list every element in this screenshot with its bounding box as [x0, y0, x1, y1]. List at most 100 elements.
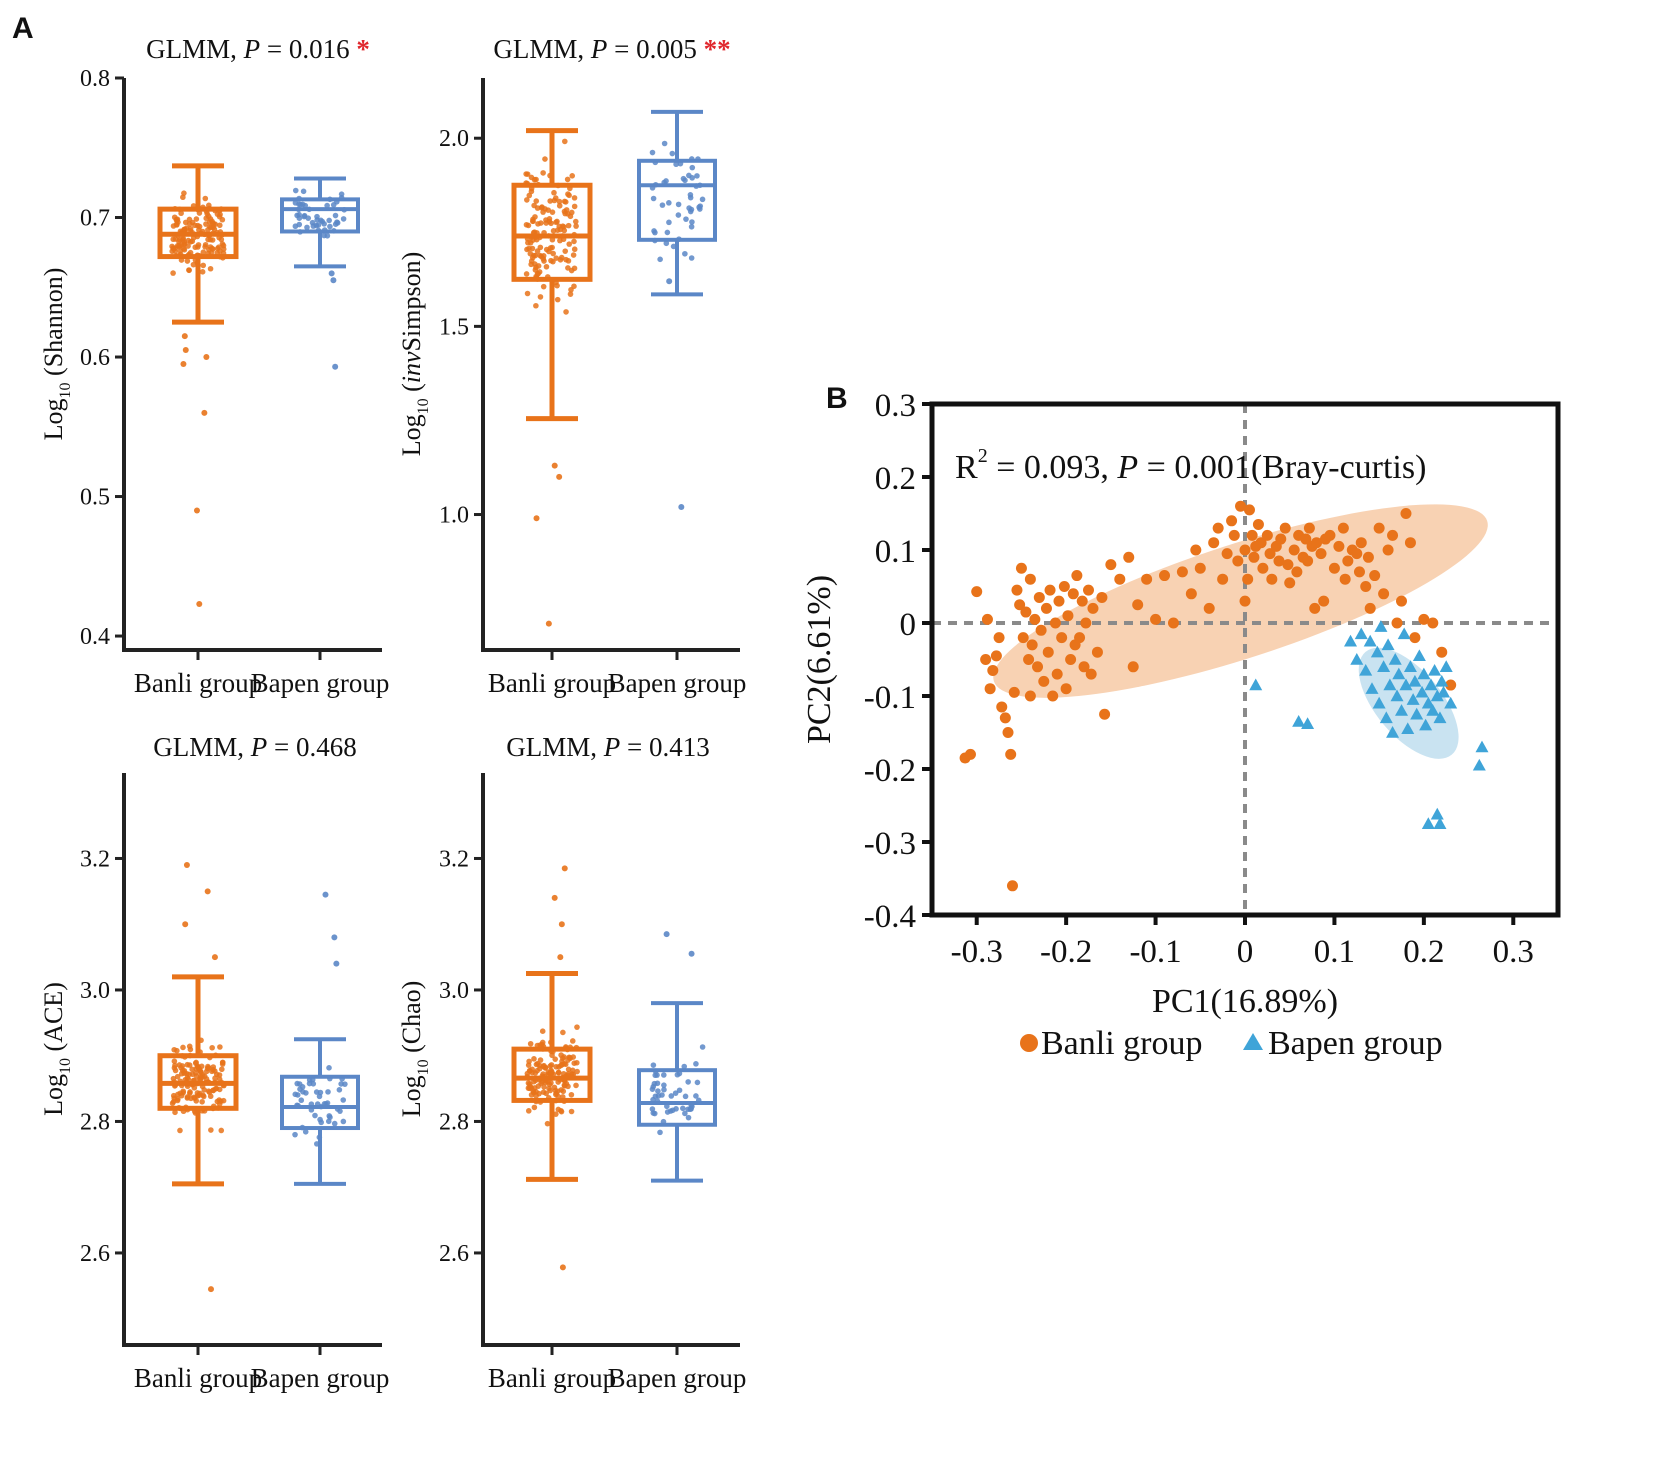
- pcoa-point-bapen: [1437, 685, 1451, 698]
- pcoa-y-tick-label: -0.2: [864, 753, 916, 789]
- shannon-y-tick-label: 0.8: [80, 66, 110, 92]
- pcoa-point-banli: [1071, 570, 1083, 582]
- chao-jitter-point: [650, 1110, 657, 1116]
- invsimpson-x-tick-label: Bapen group: [608, 668, 747, 698]
- pcoa-point-banli: [1212, 522, 1224, 534]
- invsimpson-box: [511, 182, 593, 282]
- pcoa-point-banli: [1049, 617, 1061, 629]
- pcoa-point-banli: [1409, 632, 1421, 644]
- invsimpson-jitter-point: [567, 213, 574, 220]
- ace-jitter-point: [336, 1086, 343, 1093]
- shannon-jitter-point: [200, 249, 207, 256]
- pcoa-point-banli: [1208, 537, 1220, 549]
- shannon-jitter-point: [172, 248, 179, 255]
- pcoa-point-banli: [1228, 529, 1240, 541]
- invsimpson-jitter-point: [523, 271, 530, 277]
- chao-jitter-point: [562, 1061, 569, 1068]
- pcoa-point-banli: [1264, 548, 1276, 560]
- invsimpson-jitter-point: [523, 171, 529, 177]
- invsimpson-title-p: P: [590, 34, 608, 64]
- pcoa-point-bapen: [1301, 717, 1315, 729]
- pcoa-point-banli: [1014, 599, 1026, 611]
- pcoa-x-tick-label: 0: [1237, 934, 1254, 970]
- invsimpson-jitter-point: [533, 198, 540, 204]
- shannon-jitter-point: [175, 219, 181, 225]
- invsimpson-jitter-point: [675, 212, 682, 218]
- invsimpson-jitter-point: [663, 240, 670, 247]
- ace-jitter-point: [174, 1097, 181, 1104]
- pcoa-point-banli: [1369, 570, 1381, 582]
- shannon-jitter-point: [216, 222, 223, 229]
- pcoa-point-banli: [1266, 573, 1278, 585]
- ace-jitter-point: [189, 1066, 195, 1073]
- shannon-jitter-point: [192, 244, 199, 251]
- pcoa-point-banli: [1020, 606, 1032, 618]
- chao-jitter-point: [552, 1056, 559, 1062]
- pcoa-point-banli: [1033, 591, 1045, 603]
- ace-jitter-point: [194, 1090, 201, 1096]
- shannon-jitter-point: [170, 236, 177, 243]
- pcoa-point-bapen: [1439, 660, 1453, 672]
- pcoa-point-banli: [1167, 617, 1179, 629]
- pcoa-point-banli: [1141, 573, 1153, 585]
- chao-y-label: Log10 (Chao): [397, 981, 432, 1118]
- pcoa-point-banli: [1105, 559, 1117, 571]
- invsimpson-jitter-point: [571, 203, 578, 210]
- ace-jitter-point: [206, 1089, 213, 1096]
- invsimpson-title-value: = 0.005: [607, 34, 696, 64]
- invsimpson-jitter-point: [682, 250, 688, 257]
- chao-jitter-point: [539, 1028, 546, 1034]
- invsimpson-jitter-point: [538, 204, 545, 211]
- ace-jitter-point: [186, 1043, 193, 1050]
- invsimpson-y-label: Log10 (invSimpson): [397, 252, 432, 457]
- ace-jitter-point: [303, 1090, 309, 1096]
- pcoa-y-tick-label: -0.4: [864, 899, 916, 935]
- invsimpson-jitter-point: [562, 138, 568, 145]
- shannon-y-tick-label: 0.5: [80, 485, 110, 511]
- invsimpson-boxplot: GLMM, P = 0.005 ** 1.0 1.5 2.0 Log10 (invSim…: [397, 34, 746, 698]
- chao-jitter-point: [574, 1068, 580, 1075]
- chao-jitter-point: [555, 1069, 562, 1076]
- invsimpson-jitter-point: [562, 248, 569, 254]
- pcoa-point-bapen: [1472, 758, 1486, 771]
- ace-jitter-point: [316, 1093, 323, 1100]
- pcoa-point-banli: [1062, 610, 1074, 622]
- shannon-jitter-point: [292, 200, 299, 206]
- invsimpson-title: GLMM, P = 0.005 **: [493, 34, 730, 64]
- pcoa-point-banli: [1239, 595, 1251, 607]
- invsimpson-jitter-point: [651, 228, 657, 234]
- pcoa-point-banli: [1029, 613, 1041, 625]
- shannon-jitter-point: [193, 216, 200, 222]
- pcoa-point-bapen: [1424, 678, 1438, 691]
- chao-jitter-point: [571, 1060, 578, 1066]
- pcoa-point-bapen: [1444, 696, 1458, 709]
- legend-label-bapen: Bapen group: [1268, 1025, 1443, 1062]
- ace-jitter-point: [209, 1044, 215, 1051]
- shannon-jitter-point: [186, 216, 193, 223]
- pcoa-point-banli: [993, 632, 1005, 644]
- invsimpson-jitter-point: [529, 245, 536, 252]
- pcoa-point-banli: [1203, 602, 1215, 614]
- ace-jitter-point: [186, 1071, 193, 1078]
- pcoa-point-bapen: [1406, 693, 1420, 705]
- invsimpson-jitter-point: [650, 195, 657, 202]
- shannon-jitter-point: [332, 212, 339, 219]
- chao-jitter-point: [682, 1093, 689, 1100]
- pcoa-point-bapen: [1395, 704, 1408, 716]
- invsimpson-jitter-point: [571, 283, 577, 290]
- shannon-jitter-point: [326, 217, 332, 224]
- pcoa-point-banli: [1342, 555, 1354, 567]
- invsimpson-jitter-point: [563, 207, 570, 213]
- ace-jitter-point: [199, 1098, 205, 1105]
- chao-outlier-point: [688, 950, 695, 957]
- ace-outlier-point: [204, 888, 211, 895]
- invsimpson-jitter-point: [532, 214, 538, 220]
- chao-jitter-point: [544, 1120, 551, 1127]
- chao-jitter-point: [555, 1106, 562, 1113]
- invsimpson-jitter-point: [569, 173, 576, 179]
- chao-jitter-point: [661, 1072, 667, 1078]
- invsimpson-jitter-point: [689, 219, 695, 225]
- chao-y-tick-label: 2.6: [439, 1241, 469, 1267]
- pcoa-point-banli: [1074, 632, 1086, 644]
- chao-jitter-point: [533, 1092, 539, 1099]
